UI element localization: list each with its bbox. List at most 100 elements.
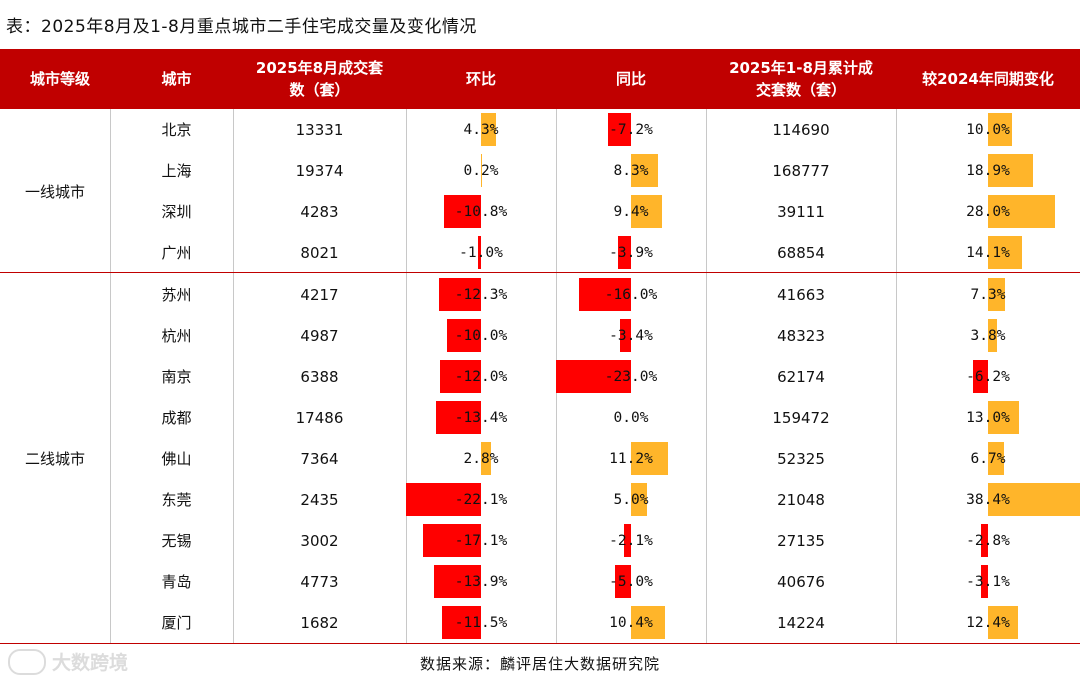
aug-volume: 4283 bbox=[300, 202, 339, 221]
yoy-value: 5.0% bbox=[613, 491, 649, 508]
aug-volume: 1682 bbox=[300, 613, 339, 632]
table-header: 城市等级 城市 2025年8月成交套 数（套） 环比 同比 2025年1-8月累计… bbox=[0, 49, 1080, 109]
chg-bar bbox=[988, 319, 998, 352]
table-row: 青岛 4773 40676 -13.9% -5.0% -3.1% bbox=[0, 561, 1080, 602]
city-name: 东莞 bbox=[161, 491, 192, 509]
table-row: 无锡 3002 27135 -17.1% -2.1% -2.8% bbox=[0, 520, 1080, 561]
yoy-bar bbox=[624, 524, 631, 557]
cum-volume: 114690 bbox=[772, 120, 830, 139]
yoy-bar bbox=[631, 606, 665, 639]
chg-value: 7.3% bbox=[970, 286, 1006, 303]
chg-bar bbox=[988, 113, 1012, 146]
yoy-value: 0.0% bbox=[613, 409, 649, 426]
table-bottom-border bbox=[0, 643, 1080, 644]
chg-bar bbox=[973, 360, 988, 393]
chg-value: 18.9% bbox=[966, 162, 1010, 179]
cum-volume: 40676 bbox=[777, 572, 825, 591]
chg-value: 13.0% bbox=[966, 409, 1010, 426]
header-vs2024: 较2024年同期变化 bbox=[922, 70, 1054, 88]
mom-value: -1.0% bbox=[459, 244, 503, 261]
divider bbox=[110, 109, 111, 644]
chg-bar bbox=[988, 606, 1018, 639]
chg-value: -6.2% bbox=[966, 368, 1010, 385]
mom-bar bbox=[433, 565, 481, 598]
yoy-bar bbox=[631, 154, 659, 187]
mom-value: -11.5% bbox=[454, 614, 508, 631]
chg-value: 38.4% bbox=[966, 491, 1010, 508]
city-name: 佛山 bbox=[161, 450, 192, 468]
yoy-value: -7.2% bbox=[609, 121, 653, 138]
chg-bar bbox=[988, 401, 1020, 434]
yoy-value: -23.0% bbox=[604, 368, 658, 385]
chg-value: 14.1% bbox=[966, 244, 1010, 261]
mom-value: -10.8% bbox=[454, 203, 508, 220]
table-row: 南京 6388 62174 -12.0% -23.0% -6.2% bbox=[0, 356, 1080, 397]
page-title: 表：2025年8月及1-8月重点城市二手住宅成交量及变化情况 bbox=[6, 17, 477, 37]
yoy-bar bbox=[556, 360, 631, 393]
city-name: 无锡 bbox=[161, 532, 192, 550]
header-tier: 城市等级 bbox=[29, 70, 90, 88]
yoy-value: -2.1% bbox=[609, 532, 653, 549]
yoy-value: -3.4% bbox=[609, 327, 653, 344]
yoy-bar bbox=[631, 442, 668, 475]
source-note: 数据来源：麟评居住大数据研究院 bbox=[419, 655, 660, 673]
yoy-bar bbox=[619, 319, 631, 352]
mom-value: 0.2% bbox=[463, 162, 499, 179]
mom-bar bbox=[439, 278, 481, 311]
chg-bar bbox=[988, 442, 1005, 475]
mom-value: -22.1% bbox=[454, 491, 508, 508]
yoy-value: 9.4% bbox=[613, 203, 649, 220]
mom-bar bbox=[422, 524, 481, 557]
yoy-bar bbox=[607, 113, 631, 146]
yoy-value: 11.2% bbox=[609, 450, 653, 467]
chg-value: -2.8% bbox=[966, 532, 1010, 549]
city-name: 青岛 bbox=[161, 573, 192, 591]
aug-volume: 6388 bbox=[300, 367, 339, 386]
watermark-logo-icon bbox=[8, 648, 46, 675]
header-aug-volume: 2025年8月成交套 数（套） bbox=[255, 59, 384, 99]
mom-value: -12.0% bbox=[454, 368, 508, 385]
cum-volume: 27135 bbox=[777, 531, 825, 550]
mom-bar bbox=[481, 442, 491, 475]
tier-label: 二线城市 bbox=[24, 450, 85, 468]
cum-volume: 52325 bbox=[777, 449, 825, 468]
chg-bar bbox=[988, 278, 1006, 311]
city-name: 北京 bbox=[161, 121, 192, 139]
chg-value: 6.7% bbox=[970, 450, 1006, 467]
mom-bar bbox=[441, 606, 481, 639]
cum-volume: 14224 bbox=[777, 613, 825, 632]
chg-value: 10.0% bbox=[966, 121, 1010, 138]
mom-bar bbox=[447, 319, 481, 352]
chg-bar bbox=[980, 565, 988, 598]
chg-bar bbox=[988, 236, 1022, 269]
city-name: 上海 bbox=[161, 162, 192, 180]
aug-volume: 17486 bbox=[295, 408, 344, 427]
table-row: 成都 17486 159472 -13.4% 0.0% 13.0% bbox=[0, 397, 1080, 438]
mom-bar bbox=[440, 360, 481, 393]
yoy-bar bbox=[578, 278, 631, 311]
aug-volume: 4987 bbox=[300, 326, 339, 345]
cum-volume: 48323 bbox=[777, 326, 825, 345]
header-city: 城市 bbox=[161, 70, 192, 88]
chg-bar bbox=[988, 154, 1034, 187]
table-row: 上海 19374 168777 0.2% 8.3% 18.9% bbox=[0, 150, 1080, 191]
mom-value: -10.0% bbox=[454, 327, 508, 344]
city-name: 杭州 bbox=[161, 327, 192, 345]
chg-bar bbox=[988, 483, 1080, 516]
table-row: 佛山 7364 52325 2.8% 11.2% 6.7% bbox=[0, 438, 1080, 479]
aug-volume: 3002 bbox=[300, 531, 339, 550]
chg-bar bbox=[981, 524, 988, 557]
aug-volume: 4773 bbox=[300, 572, 339, 591]
cum-volume: 41663 bbox=[777, 285, 825, 304]
city-name: 成都 bbox=[161, 409, 192, 427]
chg-value: 12.4% bbox=[966, 614, 1010, 631]
mom-value: -17.1% bbox=[454, 532, 508, 549]
table-row: 东莞 2435 21048 -22.1% 5.0% 38.4% bbox=[0, 479, 1080, 520]
table-body: 一线城市 二线城市 北京 13331 114690 4.3% -7.2% 10.0% 上海 1… bbox=[0, 109, 1080, 644]
cum-volume: 62174 bbox=[777, 367, 825, 386]
header-cum-volume: 2025年1-8月累计成 交套数（套） bbox=[729, 59, 873, 99]
cum-volume: 168777 bbox=[772, 161, 830, 180]
chg-value: -3.1% bbox=[966, 573, 1010, 590]
table-row: 杭州 4987 48323 -10.0% -3.4% 3.8% bbox=[0, 315, 1080, 356]
mom-value: -13.9% bbox=[454, 573, 508, 590]
